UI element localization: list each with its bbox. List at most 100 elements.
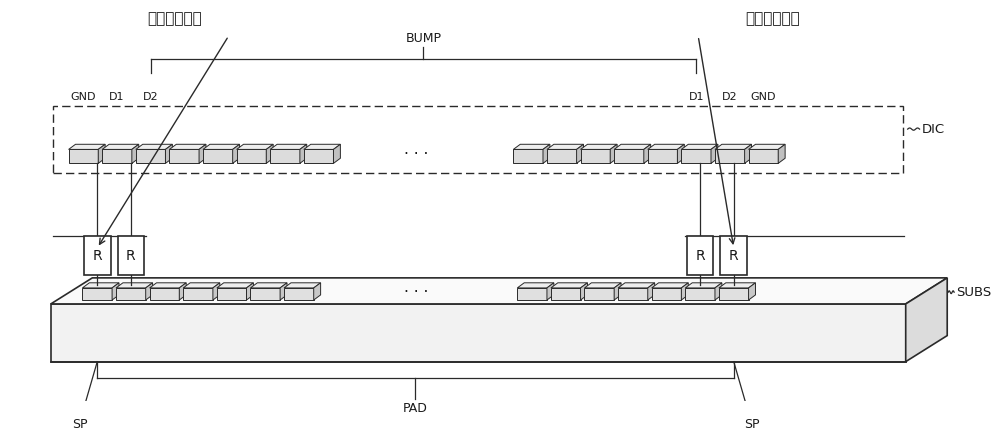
- Polygon shape: [551, 283, 587, 288]
- Polygon shape: [581, 144, 617, 149]
- Polygon shape: [150, 288, 179, 300]
- Polygon shape: [51, 304, 906, 362]
- Polygon shape: [203, 144, 240, 149]
- Polygon shape: [618, 288, 648, 300]
- Polygon shape: [233, 144, 240, 163]
- Polygon shape: [685, 283, 722, 288]
- Polygon shape: [280, 283, 287, 300]
- Polygon shape: [169, 144, 206, 149]
- Text: DIC: DIC: [922, 123, 945, 136]
- Polygon shape: [648, 149, 677, 163]
- Text: GND: GND: [751, 92, 776, 102]
- Polygon shape: [581, 283, 587, 300]
- Polygon shape: [304, 149, 333, 163]
- Polygon shape: [112, 283, 119, 300]
- Polygon shape: [250, 283, 287, 288]
- Text: 接合电阻测量: 接合电阻测量: [745, 12, 800, 27]
- Polygon shape: [116, 283, 153, 288]
- Polygon shape: [217, 288, 246, 300]
- Polygon shape: [165, 144, 172, 163]
- Polygon shape: [577, 144, 584, 163]
- Polygon shape: [203, 149, 233, 163]
- Polygon shape: [98, 144, 105, 163]
- Polygon shape: [136, 144, 172, 149]
- Polygon shape: [715, 283, 722, 300]
- Polygon shape: [584, 288, 614, 300]
- Text: GND: GND: [71, 92, 96, 102]
- Polygon shape: [69, 149, 98, 163]
- Polygon shape: [584, 283, 621, 288]
- Polygon shape: [652, 288, 681, 300]
- Polygon shape: [517, 288, 547, 300]
- Polygon shape: [749, 149, 778, 163]
- Polygon shape: [719, 288, 749, 300]
- Polygon shape: [513, 149, 543, 163]
- Polygon shape: [681, 149, 711, 163]
- Text: R: R: [126, 249, 136, 263]
- Text: PAD: PAD: [403, 402, 428, 415]
- Polygon shape: [132, 144, 139, 163]
- Polygon shape: [116, 288, 146, 300]
- Polygon shape: [217, 283, 253, 288]
- Polygon shape: [284, 288, 314, 300]
- Polygon shape: [685, 288, 715, 300]
- Polygon shape: [183, 283, 220, 288]
- Text: 接合电阻测量: 接合电阻测量: [147, 12, 202, 27]
- Polygon shape: [581, 149, 610, 163]
- Polygon shape: [547, 144, 584, 149]
- Polygon shape: [82, 288, 112, 300]
- Polygon shape: [906, 278, 947, 362]
- Polygon shape: [681, 283, 688, 300]
- Polygon shape: [51, 278, 947, 304]
- Polygon shape: [250, 288, 280, 300]
- Text: D2: D2: [143, 92, 158, 102]
- Polygon shape: [169, 149, 199, 163]
- Polygon shape: [778, 144, 785, 163]
- Polygon shape: [150, 283, 186, 288]
- Polygon shape: [644, 144, 651, 163]
- Polygon shape: [610, 144, 617, 163]
- Text: D2: D2: [722, 92, 738, 102]
- Polygon shape: [300, 144, 307, 163]
- Polygon shape: [183, 288, 213, 300]
- Polygon shape: [69, 144, 105, 149]
- Polygon shape: [199, 144, 206, 163]
- Text: D1: D1: [109, 92, 125, 102]
- Polygon shape: [749, 283, 755, 300]
- Polygon shape: [715, 149, 745, 163]
- Polygon shape: [146, 283, 153, 300]
- Polygon shape: [677, 144, 684, 163]
- Text: · · ·: · · ·: [404, 147, 429, 162]
- Text: SUBS: SUBS: [956, 286, 991, 299]
- Polygon shape: [543, 144, 550, 163]
- Polygon shape: [648, 144, 684, 149]
- Text: R: R: [729, 249, 739, 263]
- Polygon shape: [213, 283, 220, 300]
- Polygon shape: [614, 149, 644, 163]
- Polygon shape: [513, 144, 550, 149]
- Polygon shape: [517, 283, 554, 288]
- Text: BUMP: BUMP: [405, 32, 441, 45]
- Polygon shape: [179, 283, 186, 300]
- Polygon shape: [711, 144, 718, 163]
- Polygon shape: [102, 149, 132, 163]
- Polygon shape: [82, 283, 119, 288]
- Polygon shape: [648, 283, 655, 300]
- Polygon shape: [715, 144, 752, 149]
- Polygon shape: [749, 144, 785, 149]
- Polygon shape: [266, 144, 273, 163]
- Bar: [687, 236, 713, 275]
- Text: R: R: [695, 249, 705, 263]
- Text: SP: SP: [72, 417, 87, 429]
- Text: R: R: [92, 249, 102, 263]
- Polygon shape: [614, 283, 621, 300]
- Polygon shape: [270, 144, 307, 149]
- Polygon shape: [136, 149, 165, 163]
- Polygon shape: [333, 144, 340, 163]
- Text: D1: D1: [688, 92, 704, 102]
- Polygon shape: [237, 149, 266, 163]
- Polygon shape: [719, 283, 755, 288]
- Polygon shape: [547, 283, 554, 300]
- Polygon shape: [652, 283, 688, 288]
- Polygon shape: [547, 149, 577, 163]
